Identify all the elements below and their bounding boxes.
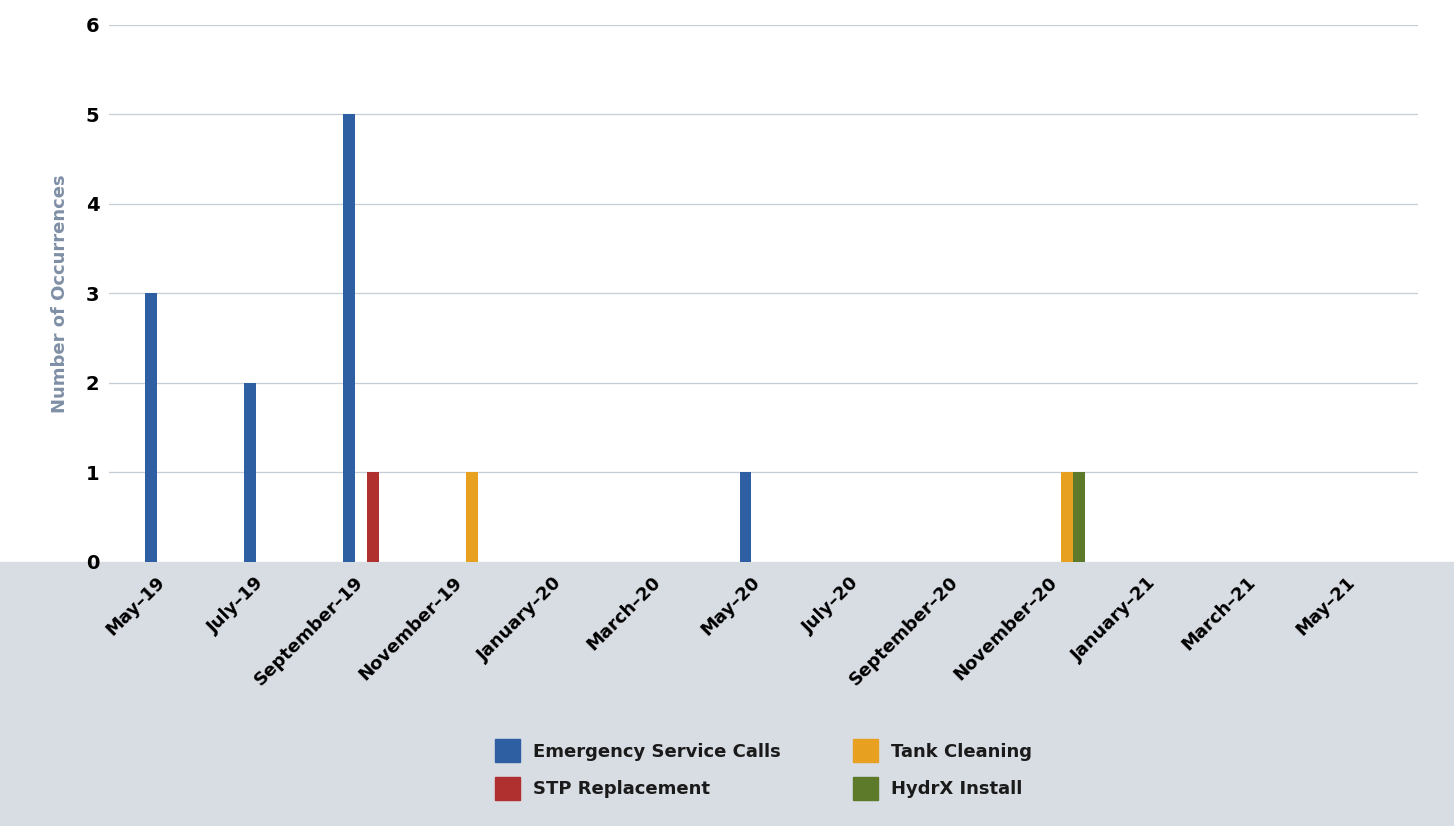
- Bar: [343, 114, 355, 562]
- Bar: [366, 472, 378, 562]
- Bar: [465, 472, 478, 562]
- Bar: [740, 472, 752, 562]
- Y-axis label: Number of Occurrences: Number of Occurrences: [51, 174, 68, 412]
- Bar: [1061, 472, 1073, 562]
- Bar: [145, 293, 157, 562]
- Bar: [244, 382, 256, 562]
- Legend: Emergency Service Calls, STP Replacement, Tank Cleaning, HydrX Install: Emergency Service Calls, STP Replacement…: [477, 721, 1050, 818]
- Bar: [1073, 472, 1085, 562]
